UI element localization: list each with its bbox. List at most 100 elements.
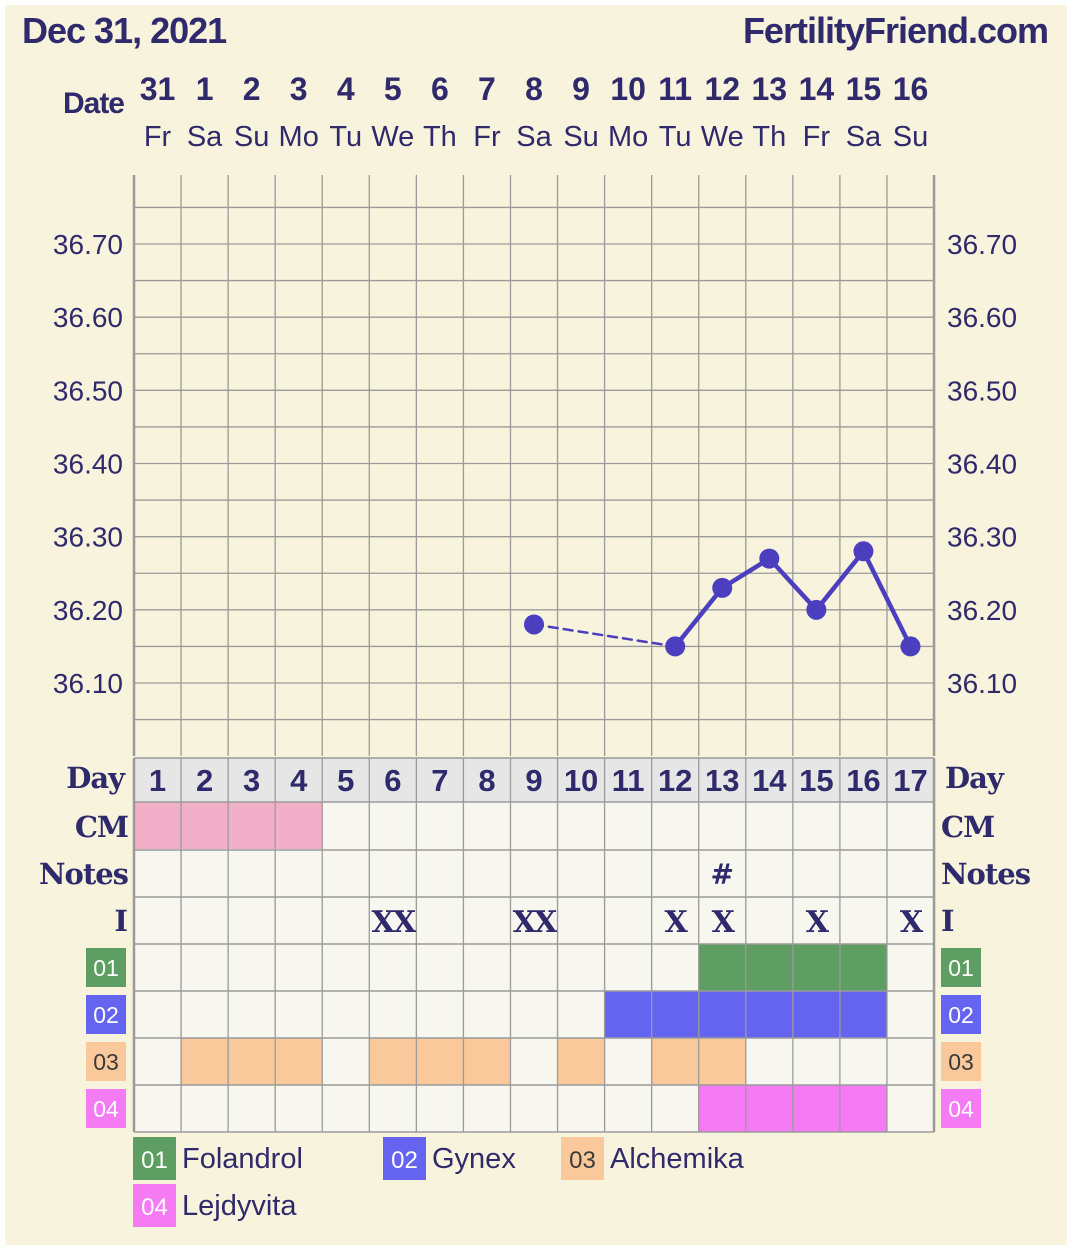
med-cell <box>228 1038 276 1085</box>
day-row-label-left: Day <box>66 761 126 795</box>
legend-label: Lejdyvita <box>182 1190 297 1222</box>
med-badge-swatch <box>941 948 981 987</box>
chart-date: Dec 31, 2021 <box>22 10 227 51</box>
y-tick-label: 36.50 <box>947 375 1017 406</box>
legend-label: Alchemika <box>610 1143 745 1175</box>
weekday-label: Sa <box>846 121 882 153</box>
legend-code: 03 <box>569 1147 596 1174</box>
cycle-day-label: 7 <box>431 763 448 798</box>
legend-swatch <box>383 1137 426 1180</box>
legend-item: 01 Folandrol <box>133 1137 303 1180</box>
cycle-day-label: 11 <box>612 763 645 798</box>
med-cell <box>745 1085 793 1132</box>
cycle-day-label: 16 <box>846 763 880 798</box>
date-label: 15 <box>846 71 882 107</box>
intercourse-mark: XX <box>513 905 558 940</box>
cycle-day-label: 6 <box>384 763 401 798</box>
cycle-day-label: 3 <box>243 763 260 798</box>
date-label: 14 <box>799 71 835 107</box>
weekday-label: Sa <box>516 121 552 153</box>
y-tick-label: 36.70 <box>53 229 123 260</box>
y-tick-label: 36.70 <box>947 229 1017 260</box>
cm-cell <box>275 802 323 849</box>
note-mark: # <box>711 858 734 891</box>
intercourse-mark: X <box>665 905 689 940</box>
y-axis-right: 36.70 36.60 36.50 36.40 36.30 36.20 36.10 <box>947 229 1017 699</box>
temperature-point <box>524 614 545 635</box>
date-label: 16 <box>893 71 929 107</box>
y-tick-label: 36.20 <box>53 595 123 626</box>
weekday-label: Th <box>752 121 786 153</box>
weekday-label: We <box>701 121 744 153</box>
legend-code: 02 <box>391 1147 418 1174</box>
med-badge-swatch <box>86 1089 126 1128</box>
grid-background <box>134 175 935 756</box>
date-row-label: Date <box>63 87 124 120</box>
y-tick-label: 36.10 <box>947 668 1017 699</box>
series-segment <box>861 549 913 649</box>
y-tick-label: 36.60 <box>53 302 123 333</box>
cycle-day-label: 9 <box>525 763 542 798</box>
cycle-day-label: 14 <box>752 763 787 798</box>
date-label: 31 <box>140 71 176 107</box>
intercourse-mark: X <box>900 905 924 940</box>
med-badge-swatch <box>941 995 981 1034</box>
y-tick-label: 36.10 <box>53 668 123 699</box>
temperature-point <box>712 577 733 598</box>
temperature-point <box>806 599 827 620</box>
weekday-label: Sa <box>187 121 223 153</box>
med-cell <box>369 1038 417 1085</box>
med-cell <box>698 944 746 991</box>
date-label: 3 <box>290 71 308 107</box>
legend-code: 04 <box>141 1194 168 1221</box>
med-cell <box>839 991 887 1038</box>
chart-rows: 1 2 3 4 5 6 7 8 9 10 11 12 13 14 15 16 17#XX XX X X X X01 0102… <box>86 757 981 1133</box>
weekday-label: Su <box>893 121 928 153</box>
series-segment <box>814 549 866 613</box>
med-badge-left: 02 <box>86 995 126 1034</box>
legend-swatch <box>133 1137 176 1180</box>
weekday-label: We <box>371 121 414 153</box>
weekday-label: Fr <box>473 121 501 153</box>
series-segment <box>672 585 725 649</box>
med-badge-right: 04 <box>941 1089 981 1128</box>
y-tick-label: 36.20 <box>947 595 1017 626</box>
cycle-day-label: 10 <box>564 763 598 798</box>
legend-item: 04 Lejdyvita <box>133 1184 297 1227</box>
date-label: 7 <box>478 71 496 107</box>
cm-cell <box>228 802 276 849</box>
intercourse-mark: XX <box>372 905 417 940</box>
y-tick-label: 36.30 <box>53 522 123 553</box>
legend-code: 01 <box>141 1147 168 1174</box>
site-name: FertilityFriend.com <box>743 10 1048 51</box>
med-badge-swatch <box>86 995 126 1034</box>
med-cell <box>557 1038 605 1085</box>
day-row-background <box>134 758 935 802</box>
med-cell <box>698 1038 746 1085</box>
med-cell <box>745 991 793 1038</box>
date-label: 13 <box>752 71 788 107</box>
med-badge-code: 04 <box>948 1096 974 1122</box>
temperature-point <box>759 548 780 569</box>
temperature-point <box>900 636 921 657</box>
cycle-day-label: 17 <box>893 763 927 798</box>
med-cell <box>651 991 699 1038</box>
med-badge-right: 02 <box>941 995 981 1034</box>
med-badge-swatch <box>86 948 126 987</box>
med-cell <box>181 1038 229 1085</box>
med-cell <box>792 991 840 1038</box>
med-cell <box>745 944 793 991</box>
notes-row-label-right: Notes <box>941 857 1031 891</box>
med-badge-right: 03 <box>941 1042 981 1081</box>
day-row-label-right: Day <box>945 761 1005 795</box>
y-tick-label: 36.30 <box>947 522 1017 553</box>
cm-cell <box>134 802 182 849</box>
date-label: 10 <box>610 71 646 107</box>
legend-label: Gynex <box>432 1143 516 1175</box>
med-badge-code: 02 <box>948 1002 974 1028</box>
med-badge-code: 04 <box>93 1096 119 1122</box>
med-cell <box>416 1038 464 1085</box>
intercourse-row-label-right: I <box>941 904 955 938</box>
y-tick-label: 36.50 <box>53 375 123 406</box>
